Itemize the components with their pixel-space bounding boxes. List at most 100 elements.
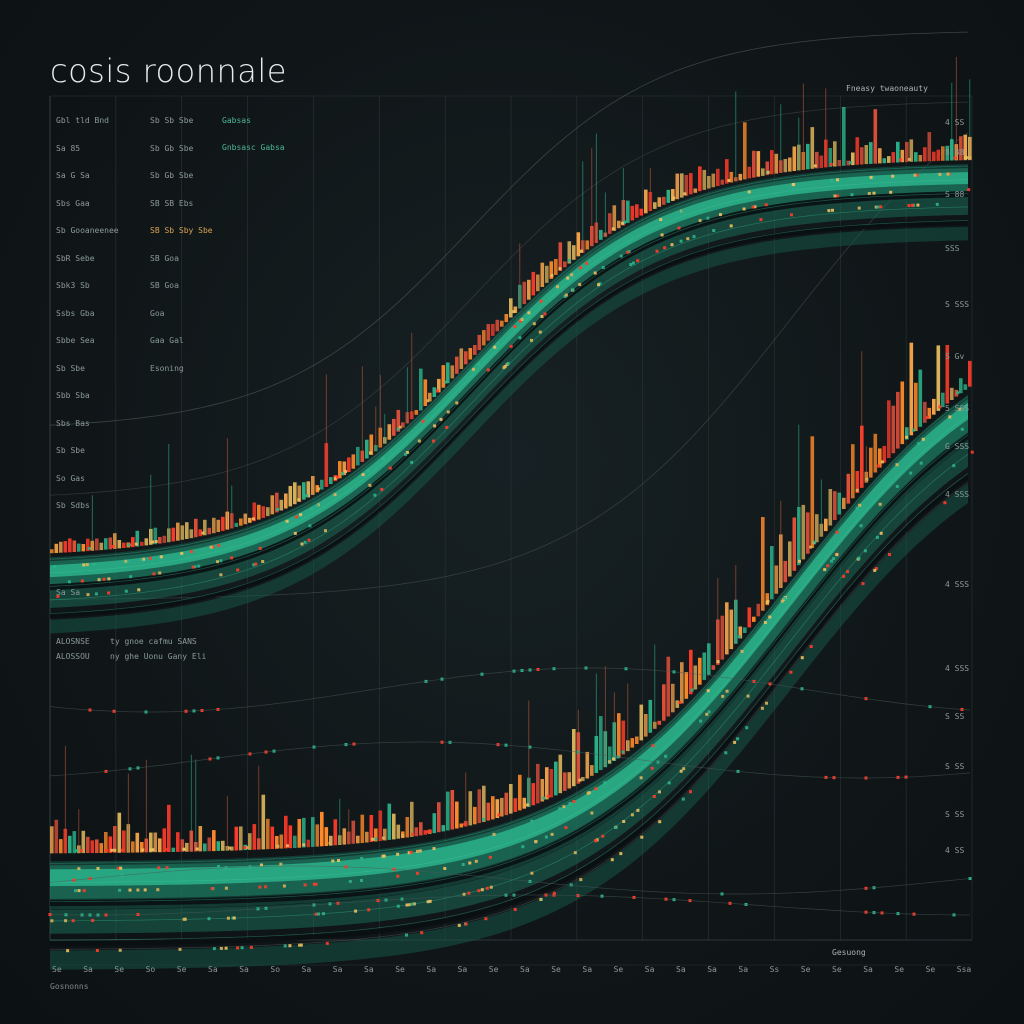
- lower-dot: [664, 754, 668, 758]
- upper-bar: [248, 517, 252, 523]
- lower-dot: [530, 819, 534, 823]
- lower-dot: [71, 919, 75, 923]
- upper-bar: [207, 527, 212, 535]
- upper-dot: [571, 288, 575, 292]
- lower-dot: [832, 557, 836, 561]
- upper-dot: [677, 226, 681, 230]
- lower-bar: [549, 769, 554, 798]
- upper-bar: [630, 205, 635, 221]
- lower-dot: [875, 535, 879, 539]
- upper-dot: [191, 565, 195, 569]
- upper-bar: [432, 387, 437, 397]
- lower-dot: [579, 878, 583, 882]
- upper-dot: [433, 424, 437, 428]
- lower-bar: [86, 836, 90, 854]
- lower-dot: [410, 902, 414, 906]
- upper-dot: [219, 573, 223, 577]
- lower-dot: [165, 848, 169, 852]
- upper-dot: [369, 451, 372, 455]
- upper-dot: [935, 202, 939, 206]
- lower-bar: [747, 607, 752, 628]
- lower-bar: [810, 436, 815, 548]
- upper-dot: [300, 542, 304, 546]
- lower-dot: [857, 556, 861, 560]
- x-axis-caption: Gesuong: [832, 948, 866, 957]
- lower-dot: [432, 847, 436, 851]
- upper-bar: [482, 330, 486, 346]
- lower-bar: [270, 826, 275, 849]
- upper-bar: [347, 457, 351, 472]
- lower-dot: [157, 866, 161, 870]
- lower-bar: [774, 565, 779, 594]
- upper-dot: [56, 594, 60, 598]
- lower-dot: [276, 844, 280, 848]
- lower-dot: [264, 885, 268, 889]
- y-tick-label: 4 SSS: [945, 490, 970, 499]
- upper-dot: [611, 227, 615, 231]
- lower-bar: [405, 817, 410, 838]
- x-tick-label: Sa: [239, 965, 249, 974]
- lower-dot: [360, 857, 364, 860]
- lower-dot: [416, 849, 419, 853]
- left-row-label: Sb Gooaneenee: [56, 226, 119, 235]
- lower-dot: [407, 851, 411, 855]
- upper-dot: [373, 493, 377, 497]
- x-tick-label: Sa: [738, 965, 749, 974]
- lower-bar: [959, 378, 963, 394]
- lower-bar: [680, 662, 684, 704]
- lower-bar: [563, 772, 567, 791]
- x-tick-label: Se: [613, 965, 624, 974]
- upper-dot: [127, 543, 131, 547]
- lower-dot: [240, 946, 244, 950]
- upper-dot: [836, 178, 839, 182]
- upper-dot: [813, 164, 817, 168]
- lower-bar: [599, 716, 603, 771]
- lower-dot: [462, 892, 466, 896]
- lower-bar: [149, 832, 153, 853]
- lower-dot: [768, 615, 772, 619]
- upper-dot: [915, 173, 919, 177]
- upper-bar: [135, 530, 140, 547]
- lower-bar: [135, 832, 140, 853]
- lower-dot: [418, 849, 422, 853]
- upper-bar: [491, 324, 495, 336]
- lower-dot: [464, 922, 468, 926]
- upper-dot: [276, 508, 280, 511]
- mid-row-label: Sb Gb Sbe: [150, 143, 194, 153]
- upper-dot: [593, 271, 597, 275]
- upper-dot: [486, 368, 490, 372]
- left-row-label: Sb Sbe: [56, 363, 85, 373]
- lower-dot: [800, 656, 804, 660]
- lower-dot: [905, 435, 908, 439]
- lower-bar: [90, 840, 95, 853]
- upper-dot: [698, 219, 702, 223]
- lower-bar: [50, 826, 54, 854]
- y-tick-label: G SSS: [945, 442, 970, 451]
- lower-bar: [932, 398, 936, 415]
- y-tick-label: S SS: [945, 810, 965, 819]
- upper-bar: [63, 541, 68, 553]
- left-row-label: Sbk3 Sb: [56, 281, 90, 290]
- lower-bar: [927, 407, 932, 419]
- lower-dot: [224, 946, 228, 950]
- upper-dot: [953, 156, 957, 160]
- lower-bar: [558, 754, 563, 794]
- upper-dot: [111, 545, 115, 548]
- upper-dot: [335, 475, 339, 479]
- lower-dot: [667, 781, 671, 785]
- upper-dot: [946, 172, 950, 176]
- lower-bar: [828, 489, 833, 526]
- upper-bar: [846, 160, 851, 166]
- lower-dot: [461, 863, 465, 866]
- lower-dot: [909, 471, 913, 475]
- lower-dot: [236, 946, 240, 950]
- lower-dot: [474, 859, 478, 863]
- y-tick-label: 4 SS: [945, 118, 965, 127]
- upper-bar: [140, 541, 144, 546]
- upper-bar: [81, 544, 86, 552]
- upper-bar: [788, 157, 792, 172]
- lower-bar: [662, 684, 666, 721]
- lower-dot: [880, 460, 884, 464]
- lower-bar: [239, 826, 243, 851]
- lower-bar: [702, 652, 707, 680]
